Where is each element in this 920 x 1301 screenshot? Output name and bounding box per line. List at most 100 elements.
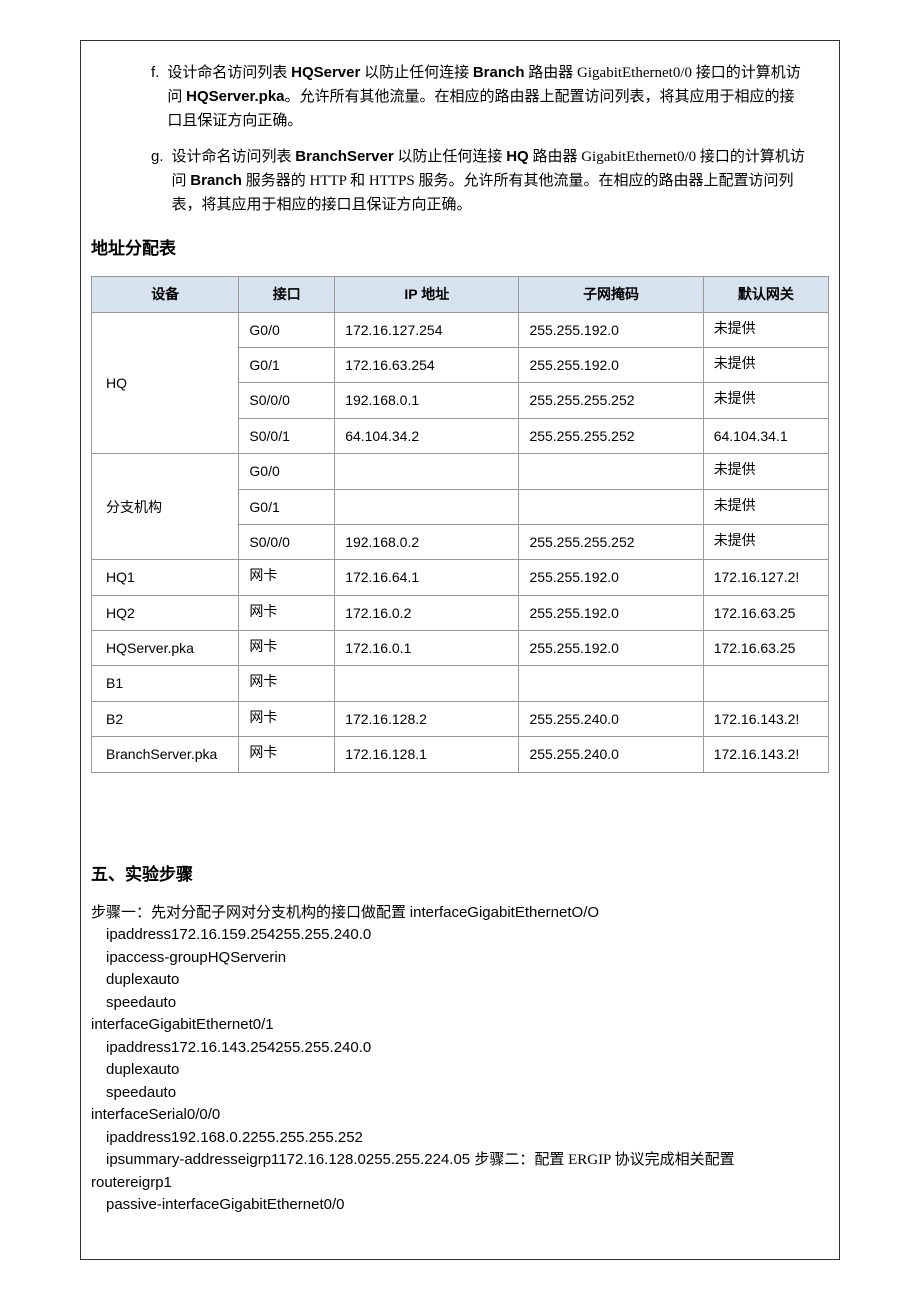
experiment-steps: 步骤一：先对分配子网对分支机构的接口做配置 interfaceGigabitEt… [91, 902, 829, 1217]
table-cell: 255.255.255.252 [519, 418, 703, 453]
list-body: 设计命名访问列表 HQServer 以防止任何连接 Branch 路由器 Gig… [167, 61, 809, 133]
table-cell [703, 666, 828, 701]
list-body: 设计命名访问列表 BranchServer 以防止任何连接 HQ 路由器 Gig… [172, 145, 809, 217]
table-cell: G0/0 [239, 312, 335, 347]
step-line: ipaddress172.16.143.254255.255.240.0 [91, 1037, 829, 1060]
device-cell: B1 [92, 666, 239, 701]
table-cell: 172.16.128.2 [335, 701, 519, 736]
step-line: 步骤一：先对分配子网对分支机构的接口做配置 interfaceGigabitEt… [91, 902, 829, 925]
table-header-cell: 接口 [239, 277, 335, 312]
table-cell: 172.16.0.1 [335, 631, 519, 666]
device-cell: HQ2 [92, 595, 239, 630]
table-cell [519, 666, 703, 701]
table-cell: 255.255.192.0 [519, 347, 703, 382]
device-cell: BranchServer.pka [92, 737, 239, 772]
list-item: g.设计命名访问列表 BranchServer 以防止任何连接 HQ 路由器 G… [151, 145, 809, 217]
table-cell: 172.16.143.2! [703, 737, 828, 772]
table-cell [335, 454, 519, 489]
step-line: speedauto [91, 992, 829, 1015]
requirements-list: f.设计命名访问列表 HQServer 以防止任何连接 Branch 路由器 G… [91, 61, 829, 217]
table-row: B2网卡172.16.128.2255.255.240.0172.16.143.… [92, 701, 829, 736]
table-cell: 172.16.63.25 [703, 595, 828, 630]
table-cell: 未提供 [703, 347, 828, 382]
table-cell: 网卡 [239, 737, 335, 772]
table-cell: 网卡 [239, 631, 335, 666]
table-cell: 255.255.255.252 [519, 524, 703, 559]
table-cell: 64.104.34.1 [703, 418, 828, 453]
page-frame: f.设计命名访问列表 HQServer 以防止任何连接 Branch 路由器 G… [80, 40, 840, 1260]
table-cell: S0/0/0 [239, 524, 335, 559]
table-cell: 网卡 [239, 701, 335, 736]
table-cell: 192.168.0.1 [335, 383, 519, 418]
table-header-cell: 默认网关 [703, 277, 828, 312]
address-table-heading: 地址分配表 [91, 235, 829, 262]
table-cell: 网卡 [239, 666, 335, 701]
table-cell: 64.104.34.2 [335, 418, 519, 453]
step-line: speedauto [91, 1082, 829, 1105]
table-cell: 255.255.192.0 [519, 631, 703, 666]
table-cell: 未提供 [703, 312, 828, 347]
step-line: duplexauto [91, 969, 829, 992]
table-cell: 255.255.240.0 [519, 701, 703, 736]
spacer [91, 773, 829, 843]
table-cell: 172.16.127.254 [335, 312, 519, 347]
list-item: f.设计命名访问列表 HQServer 以防止任何连接 Branch 路由器 G… [151, 61, 809, 133]
table-cell: 172.16.63.25 [703, 631, 828, 666]
table-cell [335, 666, 519, 701]
table-row: HQ1网卡172.16.64.1255.255.192.0172.16.127.… [92, 560, 829, 595]
table-cell: G0/0 [239, 454, 335, 489]
table-cell: 255.255.192.0 [519, 560, 703, 595]
table-cell [519, 489, 703, 524]
table-cell [335, 489, 519, 524]
table-row: B1网卡 [92, 666, 829, 701]
table-row: 分支机构G0/0未提供 [92, 454, 829, 489]
table-header-cell: IP 地址 [335, 277, 519, 312]
step-line: ipaccess-groupHQServerin [91, 947, 829, 970]
steps-heading: 五、实验步骤 [91, 861, 829, 888]
step-line: ipsummary-addresseigrp1172.16.128.0255.2… [91, 1149, 829, 1172]
table-cell: 255.255.255.252 [519, 383, 703, 418]
table-cell: 255.255.192.0 [519, 312, 703, 347]
step-line: interfaceGigabitEthernet0/1 [91, 1014, 829, 1037]
table-cell: 192.168.0.2 [335, 524, 519, 559]
table-cell [519, 454, 703, 489]
device-cell: B2 [92, 701, 239, 736]
device-cell: HQ1 [92, 560, 239, 595]
table-cell: S0/0/1 [239, 418, 335, 453]
table-row: HQServer.pka网卡172.16.0.1255.255.192.0172… [92, 631, 829, 666]
table-cell: 172.16.128.1 [335, 737, 519, 772]
device-cell: 分支机构 [92, 454, 239, 560]
table-cell: 网卡 [239, 560, 335, 595]
table-cell: 172.16.0.2 [335, 595, 519, 630]
table-cell: 未提供 [703, 524, 828, 559]
table-cell: 未提供 [703, 383, 828, 418]
table-cell: 未提供 [703, 454, 828, 489]
table-header-cell: 设备 [92, 277, 239, 312]
step-line: passive-interfaceGigabitEthernet0/0 [91, 1194, 829, 1217]
table-cell: 255.255.240.0 [519, 737, 703, 772]
step-line: ipaddress172.16.159.254255.255.240.0 [91, 924, 829, 947]
table-cell: 255.255.192.0 [519, 595, 703, 630]
table-cell: 172.16.143.2! [703, 701, 828, 736]
table-cell: 172.16.127.2! [703, 560, 828, 595]
table-row: HQ2网卡172.16.0.2255.255.192.0172.16.63.25 [92, 595, 829, 630]
table-cell: G0/1 [239, 347, 335, 382]
step-line: routereigrp1 [91, 1172, 829, 1195]
address-allocation-table: 设备接口IP 地址子网掩码默认网关 HQG0/0172.16.127.25425… [91, 276, 829, 772]
step-line: duplexauto [91, 1059, 829, 1082]
table-header-cell: 子网掩码 [519, 277, 703, 312]
step-line: ipaddress192.168.0.2255.255.255.252 [91, 1127, 829, 1150]
table-cell: G0/1 [239, 489, 335, 524]
table-cell: 172.16.64.1 [335, 560, 519, 595]
device-cell: HQServer.pka [92, 631, 239, 666]
table-cell: S0/0/0 [239, 383, 335, 418]
table-row: HQG0/0172.16.127.254255.255.192.0未提供 [92, 312, 829, 347]
table-cell: 未提供 [703, 489, 828, 524]
step-line: interfaceSerial0/0/0 [91, 1104, 829, 1127]
list-marker: f. [151, 61, 167, 133]
list-marker: g. [151, 145, 172, 217]
table-cell: 172.16.63.254 [335, 347, 519, 382]
device-cell: HQ [92, 312, 239, 454]
table-row: BranchServer.pka网卡172.16.128.1255.255.24… [92, 737, 829, 772]
table-cell: 网卡 [239, 595, 335, 630]
